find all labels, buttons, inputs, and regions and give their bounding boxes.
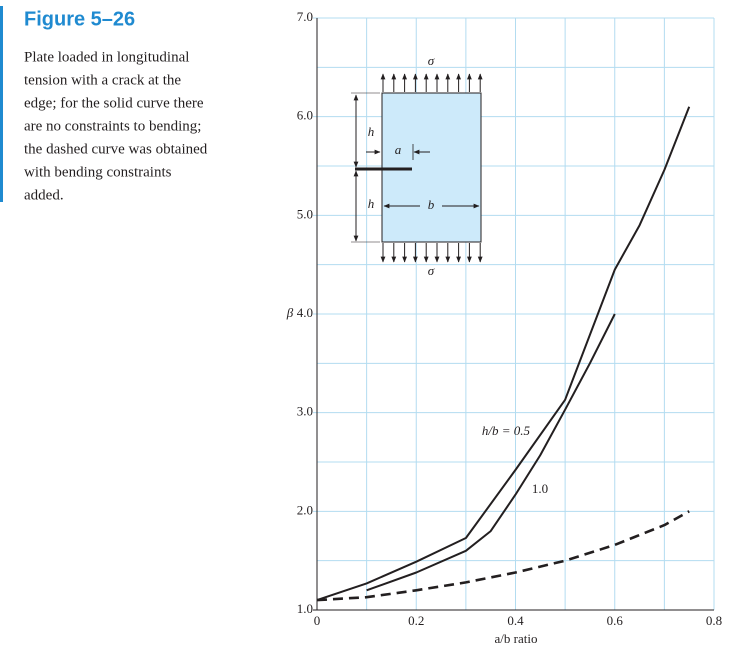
caption-line: the dashed curve was obtained	[24, 141, 208, 157]
diagram-label: σ	[428, 53, 435, 68]
load-arrows	[380, 73, 483, 263]
diagram-label: h	[368, 124, 375, 139]
plate-diagram: σ σ h h a b	[351, 53, 483, 278]
y-tick-label: 5.0	[297, 206, 313, 221]
y-tick-label: 2.0	[297, 502, 313, 517]
diagram-label: a	[395, 142, 402, 157]
curve	[316, 106, 691, 602]
caption-line: are no constraints to bending;	[24, 118, 201, 134]
figure-title: Figure 5–26	[24, 8, 135, 30]
x-tick-label: 0.2	[408, 613, 424, 628]
y-tick-label: 1.0	[297, 601, 313, 616]
caption: Plate loaded in longitudinal tension with…	[24, 49, 208, 203]
caption-line: with bending constraints	[24, 164, 172, 180]
diagram-label: h	[368, 196, 375, 211]
caption-line: added.	[24, 187, 64, 203]
x-tick-label: 0.6	[607, 613, 624, 628]
y-tick-label: 7.0	[297, 9, 313, 24]
caption-line: Plate loaded in longitudinal	[24, 49, 189, 65]
y-axis-label: β	[286, 305, 294, 320]
diagram-label: b	[428, 197, 435, 212]
y-tick-label: 6.0	[297, 108, 313, 123]
curve-annotation: h/b = 0.5	[482, 423, 531, 438]
curve	[316, 510, 690, 602]
y-tick-label: 4.0	[297, 305, 313, 320]
grid	[313, 17, 715, 611]
title-bar	[0, 6, 3, 202]
x-tick-label: 0.8	[706, 613, 722, 628]
curve	[366, 313, 616, 592]
y-tick-label: 3.0	[297, 404, 313, 419]
caption-line: edge; for the solid curve there	[24, 95, 204, 111]
x-axis-label: a/b ratio	[495, 631, 538, 646]
caption-line: tension with a crack at the	[24, 72, 181, 88]
diagram-label: σ	[428, 263, 435, 278]
x-tick-label: 0.4	[507, 613, 524, 628]
curve-annotation: 1.0	[532, 481, 548, 496]
x-tick-label: 0	[314, 613, 321, 628]
